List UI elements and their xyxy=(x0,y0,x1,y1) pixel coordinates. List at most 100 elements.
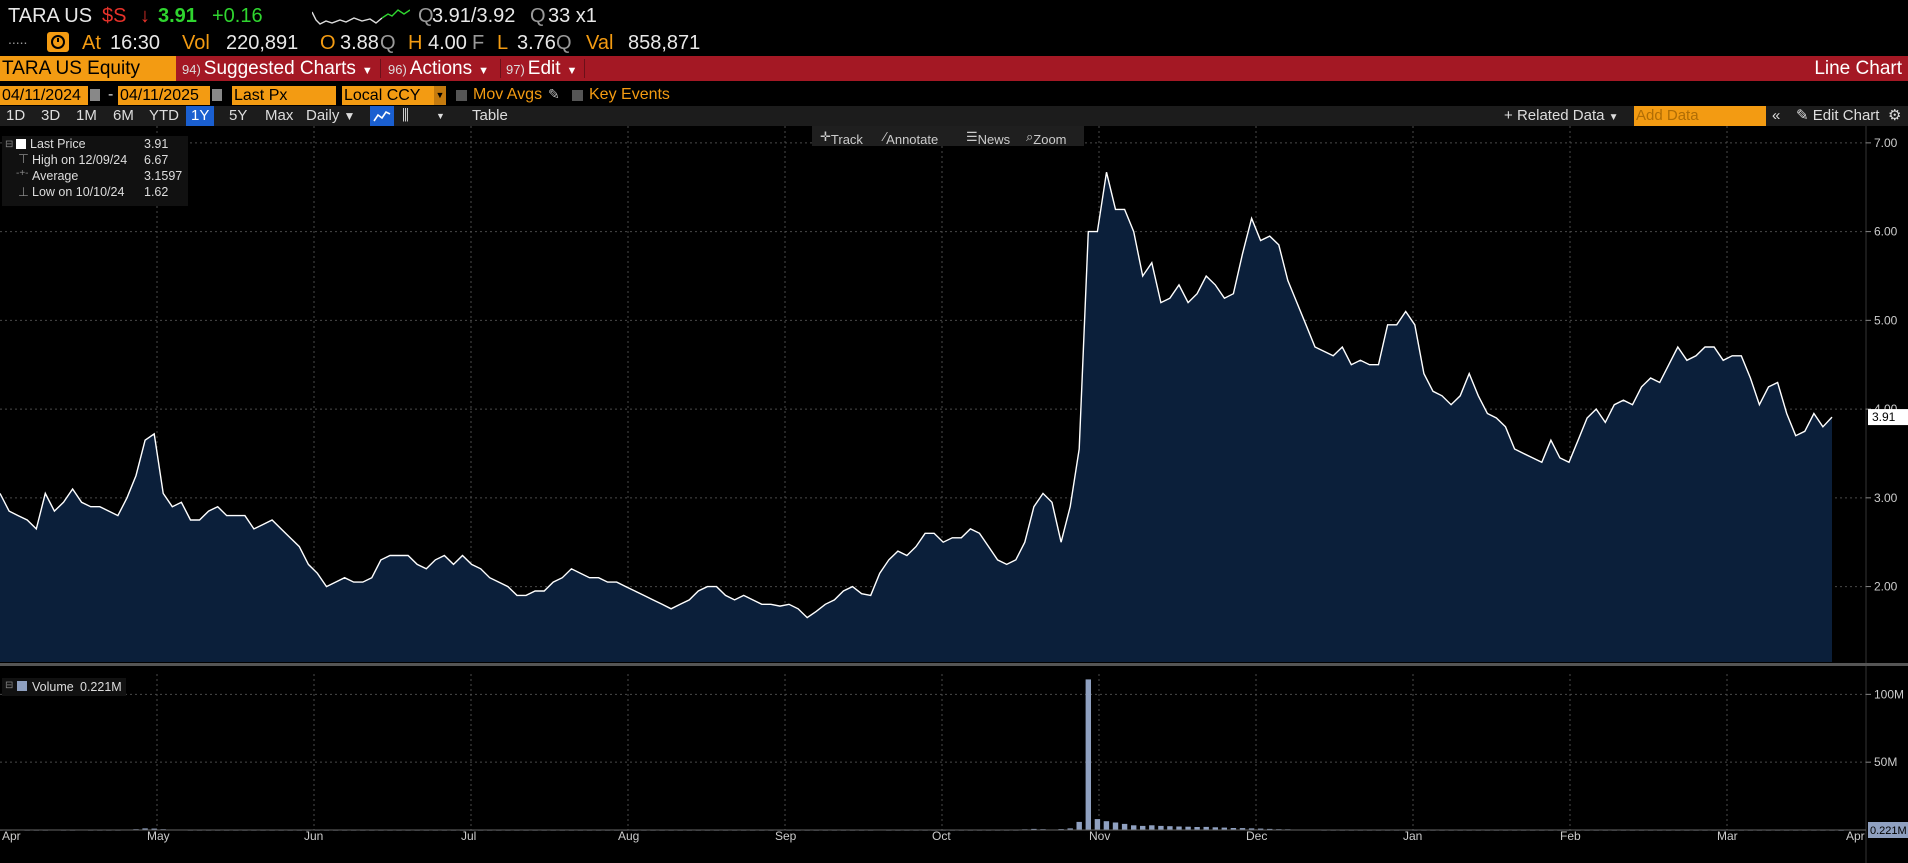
field-selector[interactable]: Last Px xyxy=(232,86,336,105)
volume-bar xyxy=(142,828,148,830)
collapse-icon[interactable]: ⊟ xyxy=(5,139,14,150)
mov-avgs-label[interactable]: Mov Avgs xyxy=(473,86,543,103)
volume-tick-label: 100M xyxy=(1874,687,1904,701)
high-value: 4.00 xyxy=(428,32,467,54)
volume-bar xyxy=(1103,821,1110,830)
at-time: 16:30 xyxy=(110,32,161,54)
month-tick-label: Feb xyxy=(1560,829,1581,843)
range-toolbar: 1D 3D 1M 6M YTD 1Y 5Y Max Daily ▼ ⫼ ▼ Ta… xyxy=(0,106,1908,126)
mov-avgs-checkbox[interactable] xyxy=(456,90,467,101)
edit-chart-label: Edit Chart xyxy=(1812,107,1880,124)
range-1d[interactable]: 1D xyxy=(6,107,26,124)
vol-label: Vol xyxy=(182,32,210,54)
at-label: At xyxy=(82,32,101,54)
volume-bar xyxy=(1094,819,1101,830)
chevron-down-icon: ▼ xyxy=(1608,112,1619,123)
volume-legend: ⊟ Volume 0.221M xyxy=(2,678,126,696)
edit-menu[interactable]: 97) Edit ▼ xyxy=(506,56,577,81)
end-date-field[interactable]: 04/11/2025 xyxy=(118,86,210,105)
table-button[interactable]: Table xyxy=(472,107,508,124)
open-value: 3.88 xyxy=(340,32,379,54)
low-marker-icon: ⊥ xyxy=(18,185,29,199)
volume-bar xyxy=(1185,826,1191,830)
calendar-icon[interactable] xyxy=(90,89,100,101)
start-date-field[interactable]: 04/11/2024 xyxy=(0,86,88,105)
track-tool[interactable]: ✛ Track xyxy=(820,129,863,147)
month-tick-label: Sep xyxy=(775,829,797,843)
bid-ask-suffix: Q xyxy=(530,5,546,27)
related-data-menu[interactable]: + Related Data ▼ xyxy=(1504,107,1619,124)
series-swatch[interactable] xyxy=(17,681,27,691)
zoom-tool[interactable]: ⌕ Zoom xyxy=(1026,129,1067,147)
frequency-selector[interactable]: Daily ▼ xyxy=(306,106,355,126)
zoom-label: Zoom xyxy=(1033,132,1067,147)
pencil-icon[interactable]: ✎ xyxy=(548,86,560,102)
volume-bar xyxy=(1031,828,1037,830)
news-tool[interactable]: ☰ News xyxy=(966,129,1011,147)
bid-ask-prefix: Q xyxy=(418,5,434,27)
frequency-label: Daily xyxy=(306,107,340,124)
track-label: Track xyxy=(830,132,863,147)
volume-bar xyxy=(1121,823,1128,830)
volume-bar xyxy=(1076,821,1082,830)
month-tick-label: Jan xyxy=(1403,829,1422,843)
volume-bar xyxy=(1239,828,1246,830)
annotate-tool[interactable]: ⁄ Annotate xyxy=(884,129,939,147)
volume-last-tag-label: 0.221M xyxy=(1870,825,1907,837)
chevron-down-icon[interactable]: ▼ xyxy=(434,86,446,105)
ticker-label[interactable]: TARA US xyxy=(8,5,93,27)
month-tick-label: Dec xyxy=(1246,829,1267,843)
suggested-charts-menu[interactable]: 94) Suggested Charts ▼ xyxy=(182,56,373,81)
range-3d[interactable]: 3D xyxy=(41,107,61,124)
price-tick-label: 7.00 xyxy=(1874,136,1898,150)
key-events-label[interactable]: Key Events xyxy=(589,86,670,103)
chevron-down-icon: ▼ xyxy=(343,109,356,123)
series-swatch[interactable] xyxy=(16,139,26,149)
clock-icon[interactable] xyxy=(47,32,69,52)
security-input[interactable]: TARA US Equity xyxy=(0,56,176,81)
volume-bar xyxy=(1267,828,1273,830)
chart-controls: 04/11/2024 - 04/11/2025 Last Px Local CC… xyxy=(0,86,1908,106)
chart-tool-strip: ✛ Track ⁄ Annotate ☰ News ⌕ Zoom xyxy=(812,126,1084,147)
bid-ask: 3.91/3.92 xyxy=(432,5,516,27)
gear-icon[interactable]: ⚙ xyxy=(1888,107,1902,124)
legend-last-label: Last Price xyxy=(30,137,86,151)
collapse-icon[interactable]: ⊟ xyxy=(5,680,14,691)
volume-bar xyxy=(1176,826,1182,830)
price-legend: ⊟ Last Price 3.91 ⊤ High on 12/09/24 6.6… xyxy=(2,136,188,206)
volume-last-tag xyxy=(1868,822,1908,838)
volume-bar xyxy=(1194,827,1200,830)
collapse-icon[interactable]: « xyxy=(1772,107,1781,124)
chevron-down-icon[interactable]: ▼ xyxy=(436,111,445,121)
val-label: Val xyxy=(586,32,614,54)
volume-bar xyxy=(151,828,157,830)
range-max[interactable]: Max xyxy=(265,107,294,124)
legend-last-value: 3.91 xyxy=(144,137,169,151)
vol-value: 220,891 xyxy=(226,32,299,54)
edit-chart-button[interactable]: ✎ Edit Chart xyxy=(1796,107,1880,124)
range-1m[interactable]: 1M xyxy=(76,107,97,124)
volume-bar xyxy=(1248,828,1255,830)
legend-low-label: Low on 10/10/24 xyxy=(32,185,125,199)
currency-selector[interactable]: Local CCY xyxy=(342,86,444,105)
range-ytd[interactable]: YTD xyxy=(149,107,179,124)
quote-stats: ..... At 16:30 Vol 220,891 O 3.88 Q H 4.… xyxy=(0,28,1908,56)
range-6m[interactable]: 6M xyxy=(113,107,134,124)
line-chart-icon[interactable] xyxy=(370,106,394,126)
low-flag: Q xyxy=(556,32,572,54)
chart-area[interactable]: 2.003.004.005.006.007.00AprMayJunJulAugS… xyxy=(0,126,1908,863)
range-5y[interactable]: 5Y xyxy=(229,107,248,124)
key-events-checkbox[interactable] xyxy=(572,90,583,101)
range-1y[interactable]: 1Y xyxy=(186,106,215,126)
add-data-input[interactable]: Add Data xyxy=(1634,106,1766,126)
month-tick-label: Apr xyxy=(2,829,21,843)
volume-bar xyxy=(1140,825,1146,830)
calendar-icon[interactable] xyxy=(212,89,222,101)
month-tick-label: Apr xyxy=(1846,829,1865,843)
chart-type-label: Line Chart xyxy=(1814,58,1902,79)
actions-menu[interactable]: 96) Actions ▼ xyxy=(388,56,489,81)
currency-flag: $S xyxy=(102,5,127,27)
chevron-down-icon: ▼ xyxy=(566,65,578,77)
date-dash: - xyxy=(108,86,114,103)
bar-style-icon[interactable]: ⫼ xyxy=(402,107,409,124)
